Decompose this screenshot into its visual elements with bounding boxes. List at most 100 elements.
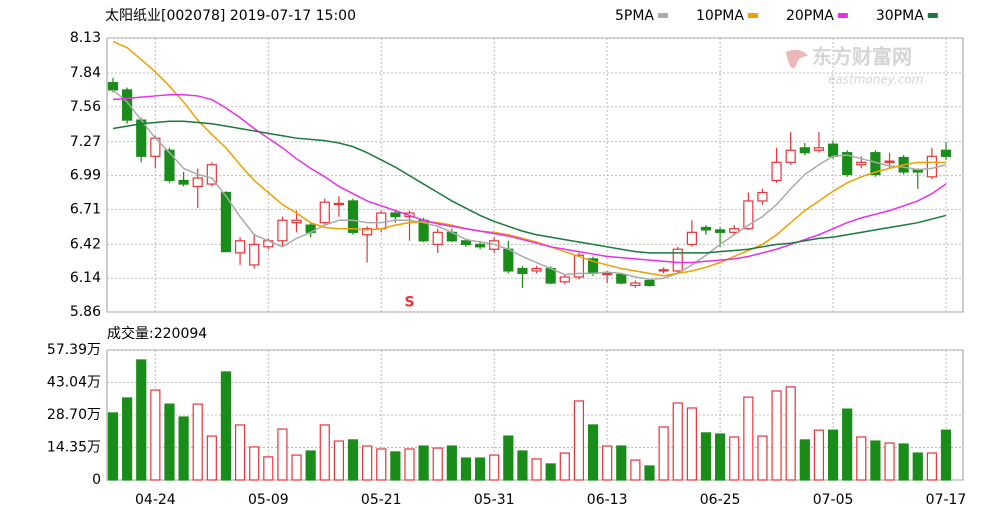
candle-body (122, 89, 133, 121)
volume-bar (686, 407, 697, 481)
candle-body (531, 267, 542, 272)
volume-bar (122, 397, 133, 481)
candle-body (715, 229, 726, 233)
volume-bar (517, 450, 528, 481)
legend-label: 10PMA (696, 8, 744, 24)
candle-body (658, 269, 669, 272)
candle-body (249, 243, 260, 266)
annotation: S (404, 294, 414, 310)
volume-bar (715, 433, 726, 481)
y-tick-label: 6.14 (70, 270, 101, 286)
legend-label: 5PMA (615, 8, 654, 24)
candle-body (757, 191, 768, 202)
x-tick-label: 06-25 (700, 492, 741, 508)
candle-body (164, 149, 175, 182)
x-tick-label: 06-13 (587, 492, 628, 508)
candle-body (545, 267, 556, 284)
volume-bar (192, 403, 203, 481)
candle-body (277, 219, 288, 242)
candle-body (884, 160, 895, 163)
volume-bar (220, 371, 232, 481)
volume-bar (559, 452, 570, 481)
y-tick-label: 7.56 (70, 99, 101, 115)
candle-body (234, 240, 246, 254)
candle-body (347, 200, 359, 233)
volume-bar (658, 426, 669, 481)
volume-bar (136, 359, 147, 481)
volume-bar (672, 402, 683, 481)
watermark-en: eastmoney.com (828, 73, 923, 87)
volume-bar (813, 429, 825, 481)
volume-bar (362, 445, 373, 481)
legend-label: 20PMA (786, 8, 834, 24)
candle-body (220, 191, 232, 253)
x-tick-label: 05-21 (361, 492, 402, 508)
candle-body (136, 119, 147, 157)
candle-body (630, 282, 641, 287)
volume-bar (150, 389, 161, 481)
volume-bar (178, 416, 189, 481)
volume-bar (856, 436, 867, 481)
volume-bar (418, 445, 429, 481)
volume-bar (729, 436, 740, 481)
candle-body (460, 240, 472, 246)
candle-body (672, 248, 683, 272)
y-tick-label: 7.84 (70, 65, 101, 81)
volume-bar (757, 435, 768, 481)
candle-body (573, 254, 585, 278)
candle-body (362, 228, 373, 236)
volume-bar (842, 408, 853, 481)
candle-body (771, 161, 782, 182)
volume-bar (545, 463, 556, 481)
volume-bar (827, 429, 839, 481)
candle-body (785, 149, 796, 163)
volume-bar (503, 435, 514, 481)
volume-bar (940, 429, 952, 481)
x-tick-label: 04-24 (135, 492, 176, 508)
volume-bar (926, 452, 937, 481)
volume-bar (390, 451, 401, 481)
candle-body (333, 202, 344, 206)
y-tick-label: 8.13 (70, 30, 101, 46)
volume-bar (277, 428, 288, 481)
volume-bar (898, 443, 909, 481)
volume-bar (432, 447, 443, 481)
volume-bar (347, 439, 359, 481)
y-tick-label: 6.71 (70, 201, 101, 217)
candle-body (842, 152, 853, 175)
volume-bar (446, 445, 457, 481)
candle-body (799, 147, 810, 154)
candle-body (602, 272, 613, 276)
legend-swatch (658, 13, 669, 18)
volume-bar (474, 457, 486, 481)
candle-body (813, 147, 825, 151)
volume-bar (263, 456, 274, 481)
volume-bar (743, 396, 754, 481)
volume-bar (700, 432, 712, 481)
candle-body (178, 179, 189, 185)
volume-bar (870, 440, 881, 481)
volume-bar (319, 424, 330, 481)
watermark: 东方财富网 eastmoney.com (786, 45, 923, 87)
candle-body (503, 248, 514, 272)
candle-body (686, 231, 697, 246)
volume-bar (376, 448, 387, 481)
x-tick-label: 05-09 (248, 492, 289, 508)
candle-body (729, 228, 740, 233)
volume-bar (602, 445, 613, 481)
volume-bar (912, 452, 923, 481)
legend-swatch (747, 13, 758, 18)
volume-bar (587, 424, 599, 481)
candle-body (827, 143, 839, 157)
candle-body (940, 149, 952, 157)
y-tick-label: 5.86 (70, 304, 101, 320)
candle-body (291, 219, 302, 224)
watermark-cn: 东方财富网 (812, 45, 912, 69)
ma-line (112, 93, 947, 264)
x-tick-label: 07-17 (926, 492, 967, 508)
y-tick-label: 0 (92, 472, 101, 488)
volume-bar (799, 439, 810, 481)
volume-bar (206, 435, 217, 481)
volume-bar (489, 454, 500, 481)
y-tick-label: 57.39万 (47, 342, 101, 358)
